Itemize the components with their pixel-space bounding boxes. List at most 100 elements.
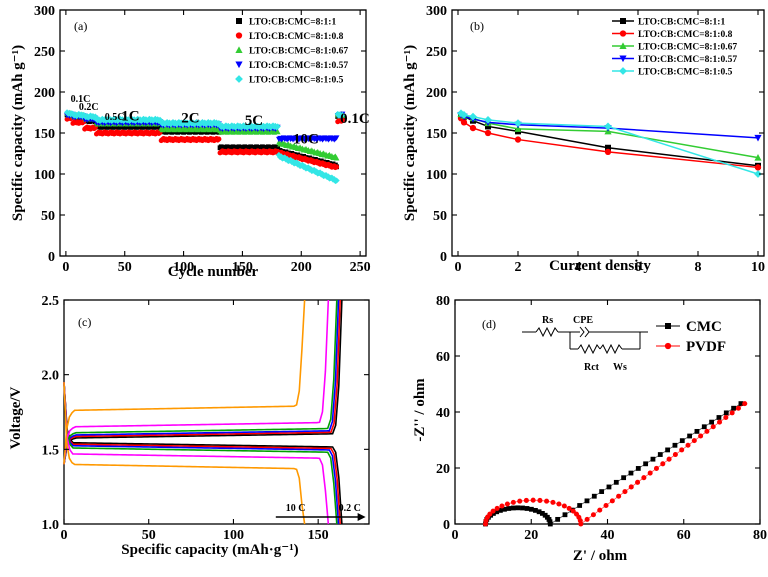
cycle-point: [156, 116, 164, 123]
discharge-curve: [63, 382, 306, 525]
legend-label: PVDF: [686, 339, 726, 355]
rate-label: 2C: [181, 110, 199, 126]
cpe-element: [579, 326, 585, 338]
cycle-point: [278, 153, 285, 160]
data-point: [514, 136, 522, 143]
legend-label: LTO:CB:CMC=8:1:0.67: [249, 47, 348, 57]
panel-c-ylabel: Voltage/V: [8, 386, 24, 449]
impedance-point: [517, 498, 523, 504]
panel-d-xlabel: Z' / ohm: [573, 548, 628, 564]
legend-marker-lto-cb-cmc-8-1-1: [236, 18, 242, 24]
charge-curve: [63, 299, 338, 465]
panel-d-ticks: 0 20 40 60 80 0 20 40 60 80: [436, 294, 767, 543]
panel-d-xtick-label: 60: [677, 528, 691, 543]
cycle-point: [287, 156, 294, 164]
legend-label: LTO:CB:CMC=8:1:0.8: [638, 30, 733, 40]
cycle-point: [301, 163, 308, 170]
curve-10-c: [63, 299, 306, 525]
impedance-point: [584, 516, 590, 522]
impedance-point: [510, 499, 516, 505]
legend-label: LTO:CB:CMC=8:1:0.57: [249, 61, 348, 71]
panel-a-xtick-label: 100: [173, 260, 194, 275]
legend-label: CMC: [686, 319, 722, 335]
impedance-point: [520, 505, 525, 511]
rate-label: 0.5C: [105, 112, 125, 123]
panel-c-ytick-label: 1.5: [42, 443, 60, 458]
series-line: [460, 112, 759, 175]
cycle-point: [274, 123, 281, 130]
impedance-point: [539, 511, 545, 516]
panel-b-ylabel: Specific capacity (mAh g⁻¹): [402, 45, 418, 221]
impedance-point: [504, 501, 510, 507]
cycle-point: [339, 111, 346, 119]
panel-a-ytick-label: 250: [34, 45, 55, 60]
impedance-point: [555, 516, 561, 522]
panel-b-xtick-label: 10: [751, 260, 765, 275]
impedance-point: [665, 447, 671, 453]
impedance-point: [672, 442, 678, 448]
impedance-point: [691, 438, 697, 444]
panel-b-ytick-label: 50: [433, 209, 447, 224]
rs-label: Rs: [542, 315, 553, 326]
panel-a-ytick-label: 300: [34, 4, 55, 19]
impedance-point: [622, 489, 628, 495]
rate-label: 1C: [121, 109, 139, 125]
cycle-point: [274, 128, 281, 135]
curve-0-5-c: [63, 299, 341, 525]
ws-element: [599, 343, 623, 355]
charge-curve: [63, 299, 340, 465]
arrow-start-label: 10 C: [286, 503, 306, 514]
impedance-point: [635, 479, 641, 485]
data-point: [604, 122, 612, 131]
discharge-curve: [63, 382, 330, 525]
panel-c-rate-arrow: 10 C 0.2 C: [275, 503, 366, 521]
impedance-point: [731, 405, 737, 411]
impedance-point: [524, 506, 530, 511]
series-lto-cb-cmc-8-1-0-5: [457, 109, 762, 178]
rct-resistor: [577, 343, 601, 355]
cycle-point: [316, 169, 324, 176]
impedance-point: [544, 498, 550, 504]
impedance-point: [717, 419, 723, 425]
charge-curve: [63, 299, 306, 465]
data-point: [484, 115, 492, 124]
impedance-point: [506, 506, 512, 511]
panel-c-ytick-label: 2.0: [42, 369, 60, 384]
panel-b-xtick-label: 8: [695, 260, 702, 275]
impedance-point: [641, 475, 647, 481]
data-point: [469, 124, 477, 132]
panel-a-ylabel: Specific capacity (mAh g⁻¹): [10, 45, 26, 221]
impedance-point: [679, 447, 685, 453]
panel-a: 0 50 100 150 200 250 0 50 100 150 200 250 300 (a) 0.…: [10, 4, 371, 280]
impedance-point: [570, 508, 576, 514]
impedance-point: [494, 509, 500, 515]
panel-d-ytick-label: 40: [436, 406, 450, 421]
panel-c-ytick-label: 2.5: [42, 294, 60, 309]
impedance-point: [556, 501, 562, 507]
charge-curve: [63, 299, 330, 465]
rs-resistor: [535, 326, 559, 338]
impedance-point: [698, 433, 704, 439]
panel-b-ytick-label: 100: [426, 168, 447, 183]
panel-d-xtick-label: 0: [452, 528, 459, 543]
impedance-point: [723, 410, 729, 416]
panel-b-ytick-label: 200: [426, 86, 447, 101]
impedance-point: [547, 521, 553, 527]
data-point: [754, 134, 762, 142]
impedance-point: [590, 512, 596, 518]
legend-label: LTO:CB:CMC=8:1:0.57: [638, 55, 737, 65]
cycle-point: [157, 125, 163, 130]
impedance-point: [591, 493, 597, 499]
panel-a-xtick-label: 0: [62, 260, 69, 275]
legend-label: LTO:CB:CMC=8:1:0.67: [638, 43, 737, 53]
impedance-point: [672, 452, 678, 458]
panel-d-ytick-label: 0: [443, 518, 450, 533]
cycle-point: [319, 170, 326, 178]
cycle-point: [92, 113, 99, 120]
impedance-point: [578, 521, 584, 527]
panel-a-label: (a): [74, 19, 87, 33]
